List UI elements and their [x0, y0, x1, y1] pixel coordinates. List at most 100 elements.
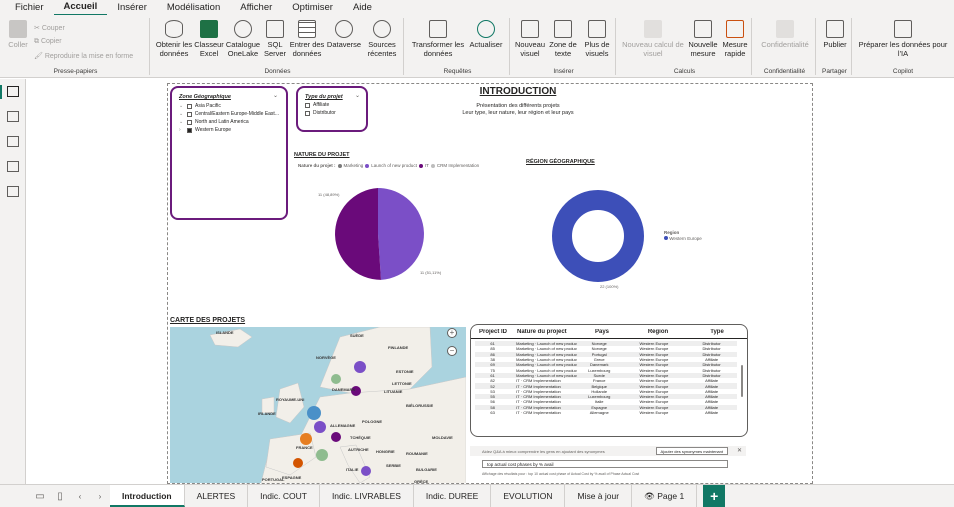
- table-row[interactable]: 69 Marketing · Launch of new product Danem…: [475, 362, 737, 368]
- chevron-down-icon[interactable]: ⌄: [272, 93, 278, 99]
- projects-table[interactable]: Project ID Nature du project Pays Region…: [470, 324, 748, 437]
- slicer-type-item[interactable]: Affiliate: [305, 101, 359, 109]
- page-tab-livrables[interactable]: Indic. LIVRABLES: [319, 485, 414, 507]
- legend-item[interactable]: Western Europe: [664, 236, 702, 241]
- tab-afficher[interactable]: Afficher: [240, 2, 273, 13]
- checkbox-icon[interactable]: [187, 103, 192, 109]
- page-tab-page-1[interactable]: 👁 Page 1: [632, 485, 698, 507]
- chevron-down-icon[interactable]: ⌄: [354, 93, 360, 99]
- table-row[interactable]: 38 Marketing · Launch of new product Grece…: [475, 357, 737, 362]
- slicer-zone-item[interactable]: › Western Europe: [179, 127, 232, 133]
- slicer-zone[interactable]: Zone Géographique ⌄ ⌄ Asia Pacific ⌄ Centr…: [170, 86, 288, 220]
- paste-button[interactable]: Coller: [6, 20, 30, 49]
- legend-item[interactable]: Marketing: [343, 163, 364, 168]
- get-data-button[interactable]: Obtenir les données: [154, 20, 194, 58]
- column-header[interactable]: Type: [710, 328, 724, 335]
- slicer-zone-item[interactable]: ⌄ Asia Pacific: [179, 103, 221, 109]
- new-calc-button[interactable]: Nouveau calcul de visuel: [620, 20, 686, 58]
- chevron-icon[interactable]: ⌄: [179, 119, 184, 125]
- page-tab-evolution[interactable]: EVOLUTION: [491, 485, 566, 507]
- map-bubble[interactable]: [293, 458, 303, 468]
- sensitivity-button[interactable]: Confidentialité: [756, 20, 814, 49]
- tab-optimiser[interactable]: Optimiser: [292, 2, 333, 13]
- tab-modelisation[interactable]: Modélisation: [166, 2, 221, 13]
- donut-slice-western-europe[interactable]: [552, 190, 644, 282]
- table-view-icon[interactable]: [7, 111, 19, 122]
- add-page-button[interactable]: +: [703, 485, 726, 507]
- pie-slice-launch[interactable]: [378, 188, 424, 280]
- table-row[interactable]: 55 IT · CRM Implementation Luxembourg Weste…: [475, 393, 737, 400]
- map-bubble[interactable]: [314, 421, 326, 433]
- page-tab-alertes[interactable]: ALERTES: [184, 485, 249, 507]
- refresh-button[interactable]: Actualiser: [466, 20, 506, 49]
- sql-button[interactable]: SQL Server: [262, 20, 288, 58]
- slicer-type-item[interactable]: Distributor: [305, 109, 359, 117]
- column-header[interactable]: Pays: [594, 328, 609, 335]
- mobile-view-icon[interactable]: ▯: [57, 490, 63, 502]
- map-bubble[interactable]: [351, 386, 361, 396]
- map-bubble[interactable]: [316, 449, 328, 461]
- tab-aide[interactable]: Aide: [352, 2, 372, 13]
- map-bubble[interactable]: [331, 432, 341, 442]
- table-row[interactable]: 56 IT · CRM Implementation Italie Western E…: [475, 399, 737, 404]
- donut-region-chart[interactable]: [550, 188, 646, 284]
- page-tab-cout[interactable]: Indic. COUT: [248, 485, 320, 507]
- map-bubble[interactable]: [354, 361, 366, 373]
- dataverse-button[interactable]: Dataverse: [326, 20, 362, 49]
- zoom-out-icon[interactable]: −: [447, 346, 457, 356]
- close-icon[interactable]: ✕: [736, 448, 742, 454]
- report-view-icon[interactable]: [7, 86, 19, 97]
- qa-query-input[interactable]: top actual cost phases by % avail: [482, 460, 728, 468]
- slicer-zone-item[interactable]: ⌄ Central/Eastern Europe-Middle East...: [179, 111, 279, 117]
- new-visual-button[interactable]: Nouveau visuel: [514, 20, 546, 58]
- quick-measure-button[interactable]: Mesure rapide: [720, 20, 750, 58]
- tmdl-view-icon[interactable]: [7, 186, 19, 197]
- table-row[interactable]: 75 Marketing · Launch of new product Luxem…: [475, 367, 737, 373]
- slicer-zone-item[interactable]: ⌄ North and Latin America: [179, 119, 249, 125]
- map-bubble[interactable]: [331, 374, 341, 384]
- table-row[interactable]: 52 IT · CRM Implementation Belgique Western…: [475, 383, 737, 389]
- chevron-icon[interactable]: ›: [179, 127, 181, 133]
- checkbox-checked-icon[interactable]: [187, 127, 192, 133]
- table-row[interactable]: 85 Marketing · Launch of new product Norve…: [475, 346, 737, 351]
- table-row[interactable]: 61 Marketing · Launch of new product Norve…: [475, 341, 737, 347]
- table-row[interactable]: 82 IT · CRM Implementation France Western E…: [475, 378, 737, 383]
- column-header[interactable]: Project ID: [478, 328, 507, 335]
- table-row[interactable]: 53 IT · CRM Implementation Hollande Western…: [475, 389, 737, 394]
- page-tab-mise-a-jour[interactable]: Mise à jour: [565, 485, 633, 507]
- recent-sources-button[interactable]: Sources récentes: [362, 20, 402, 58]
- projects-map[interactable]: ISLANDE SUÈDE NORVÈGE FINLANDE ESTONIE L…: [170, 327, 466, 483]
- table-row[interactable]: 61 Marketing · Launch of new product Suede…: [475, 372, 737, 379]
- next-page-icon[interactable]: ›: [98, 491, 102, 501]
- slicer-type[interactable]: Type du projet ⌄ Affiliate Distributor: [296, 86, 368, 132]
- checkbox-icon[interactable]: [186, 111, 192, 117]
- column-header[interactable]: Region: [647, 328, 669, 335]
- checkbox-icon[interactable]: [305, 110, 310, 116]
- page-tab-introduction[interactable]: Introduction: [110, 485, 185, 507]
- map-bubble[interactable]: [307, 406, 321, 420]
- qa-visual[interactable]: Aidez Q&A à mieux comprendre les gens en…: [470, 446, 746, 483]
- format-painter-button[interactable]: 🖌 Reproduire la mise en forme: [34, 53, 134, 60]
- publish-button[interactable]: Publier: [820, 20, 850, 49]
- table-row[interactable]: 63 IT · CRM Implementation Allemagne Wester…: [475, 410, 737, 415]
- transform-button[interactable]: Transformer les données: [410, 20, 466, 58]
- cut-button[interactable]: ✂ Couper: [34, 25, 65, 32]
- table-scrollbar[interactable]: [740, 365, 743, 397]
- page-tab-duree[interactable]: Indic. DUREE: [413, 485, 492, 507]
- chevron-icon[interactable]: ⌄: [179, 103, 184, 109]
- copy-button[interactable]: ⧉ Copier: [34, 38, 62, 45]
- tab-inserer[interactable]: Insérer: [117, 2, 147, 13]
- onelake-button[interactable]: Catalogue OneLake: [224, 20, 262, 58]
- more-visuals-button[interactable]: Plus de visuels: [580, 20, 614, 58]
- table-row[interactable]: 86 Marketing · Launch of new product Portu…: [475, 351, 737, 357]
- pie-slice-it[interactable]: [335, 188, 381, 280]
- prepare-ai-button[interactable]: Préparer les données pour l'IA: [856, 20, 950, 58]
- model-view-icon[interactable]: [7, 136, 19, 147]
- checkbox-icon[interactable]: [187, 119, 192, 125]
- column-header[interactable]: Nature du project: [517, 328, 567, 335]
- excel-button[interactable]: Classeur Excel: [194, 20, 224, 58]
- dax-query-view-icon[interactable]: [7, 161, 19, 172]
- chevron-icon[interactable]: ⌄: [179, 111, 184, 117]
- table-row[interactable]: 58 IT · CRM Implementation Espagne Western …: [475, 404, 737, 410]
- tab-fichier[interactable]: Fichier: [15, 2, 44, 13]
